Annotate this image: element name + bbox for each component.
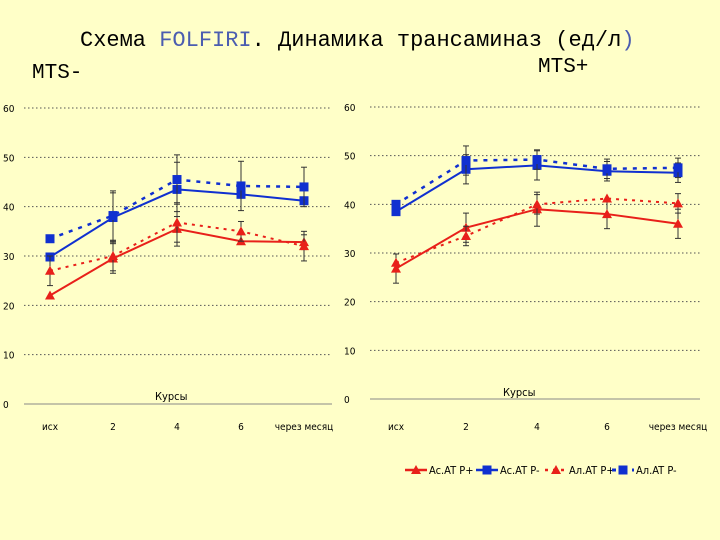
y-tick-label: 50: [3, 153, 15, 164]
data-point: [673, 163, 683, 173]
x-tick-label: 2: [463, 422, 469, 433]
data-point: [45, 265, 55, 275]
x-tick-label: 6: [238, 422, 244, 433]
y-tick-label: 40: [344, 200, 356, 211]
legend-entry: Ал.AT P+: [569, 464, 615, 477]
data-point: [602, 193, 612, 203]
x-tick-label: 6: [604, 422, 610, 433]
legend-entry: Ac.AT P-: [500, 464, 540, 477]
left-chart-group-label: MTS-: [32, 62, 83, 85]
chart-panel-1: 0 10 20 30 40 50 60 исх 2 4 6 через месяц Курсы: [3, 104, 333, 433]
data-point: [108, 251, 118, 260]
series-3: [45, 202, 309, 287]
y-tick-label: 60: [3, 104, 15, 115]
y-tick-label: 40: [3, 203, 15, 214]
data-point: [391, 257, 401, 267]
series-4: [391, 145, 683, 209]
data-point: [172, 217, 182, 227]
data-point: [391, 263, 401, 273]
y-tick-label: 50: [344, 152, 356, 163]
legend-swatch-marker: [482, 465, 492, 475]
data-point: [602, 164, 612, 174]
x-axis-title: Курсы: [155, 390, 187, 403]
data-point: [532, 155, 542, 165]
x-tick-label: исх: [42, 422, 59, 433]
y-tick-label: 0: [3, 400, 9, 411]
y-tick-label: 10: [3, 351, 15, 362]
y-tick-label: 60: [344, 103, 356, 114]
data-point: [673, 218, 683, 228]
legend-swatch-marker: [618, 465, 628, 475]
x-tick-label: 4: [534, 422, 540, 433]
x-tick-label: через месяц: [649, 422, 708, 433]
data-point: [461, 156, 471, 166]
data-point: [45, 290, 55, 300]
data-point: [532, 199, 542, 209]
x-tick-label: 2: [110, 422, 116, 433]
x-tick-label: 4: [174, 422, 180, 433]
page-title: Схема FOLFIRI. Динамика трансаминаз (ед/…: [80, 28, 635, 53]
y-tick-label: 10: [344, 346, 356, 357]
legend-swatch-marker: [411, 465, 421, 474]
data-point: [172, 175, 182, 185]
legend-swatch-marker: [551, 465, 561, 474]
chart-panel-2: 0 10 20 30 40 50 60 исх 2 4 6 через месяц Курсы: [344, 103, 707, 433]
data-point: [236, 226, 246, 236]
y-tick-label: 30: [3, 252, 15, 263]
series-3: [391, 193, 683, 267]
data-point: [299, 241, 309, 251]
x-axis-title: Курсы: [503, 386, 535, 399]
x-tick-label: исх: [388, 422, 405, 433]
y-tick-label: 20: [3, 301, 15, 312]
data-point: [461, 230, 471, 240]
y-tick-label: 30: [344, 249, 356, 260]
right-chart-group-label: MTS+: [538, 56, 589, 79]
data-point: [108, 211, 118, 221]
data-point: [673, 198, 683, 208]
y-tick-label: 20: [344, 298, 356, 309]
data-point: [391, 207, 401, 217]
legend: Ac.AT P+ Ac.AT P- Ал.AT P+ Ал.AT P-: [405, 464, 677, 477]
data-point: [299, 182, 309, 192]
series-4: [45, 154, 309, 244]
y-tick-label: 0: [344, 395, 350, 406]
data-point: [45, 234, 55, 244]
data-point: [602, 209, 612, 219]
data-point: [236, 181, 246, 191]
data-point: [391, 199, 401, 209]
legend-entry: Ac.AT P+: [429, 464, 474, 477]
x-tick-label: через месяц: [275, 422, 334, 433]
legend-entry: Ал.AT P-: [636, 464, 677, 477]
